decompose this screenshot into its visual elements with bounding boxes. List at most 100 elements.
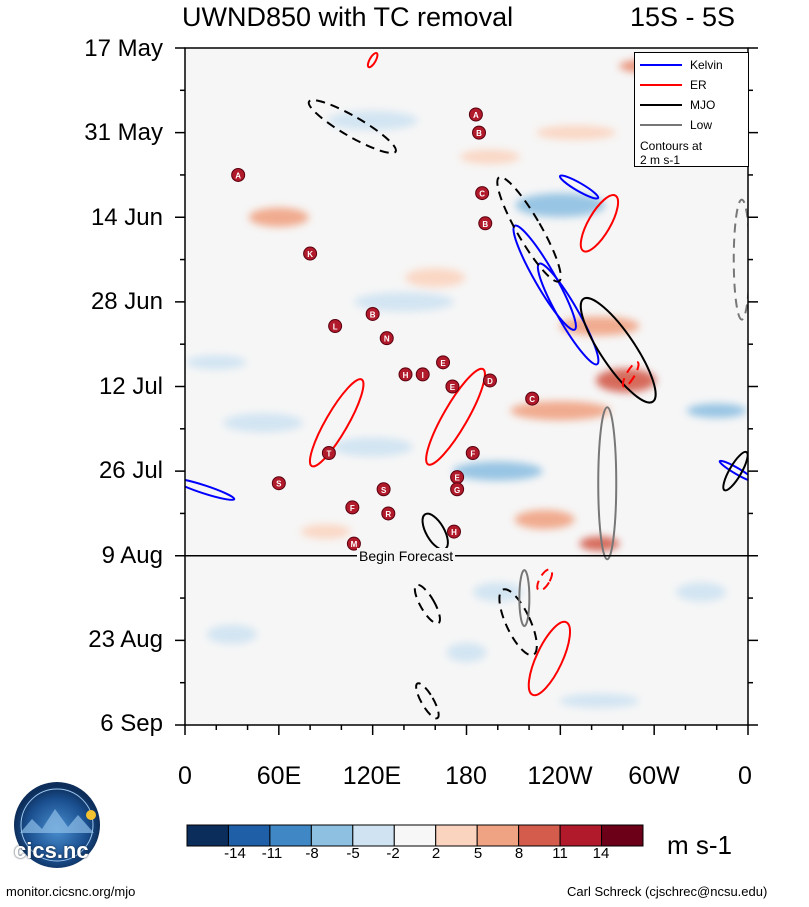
storm-marker: B <box>472 125 487 140</box>
storm-marker: S <box>376 482 391 497</box>
contour-line <box>722 450 748 492</box>
contour-line <box>496 176 562 283</box>
storm-letter: F <box>470 449 475 458</box>
contour-line <box>415 682 440 720</box>
anomaly-patch <box>459 149 520 165</box>
legend-label: ER <box>690 78 707 92</box>
storm-marker: E <box>445 379 460 394</box>
colorbar-label: 2 <box>431 845 441 862</box>
anomaly-patch <box>559 693 640 709</box>
legend-note-line: 2 m s-1 <box>640 153 681 167</box>
colorbar-label: 11 <box>552 845 568 862</box>
legend: Kelvin ER MJO Low Contours at 2 m s-1 <box>634 52 749 167</box>
anomaly-patch <box>223 413 304 433</box>
anomaly-patch <box>452 461 543 481</box>
contour-line <box>718 459 748 483</box>
storm-symbol <box>436 355 451 370</box>
storm-marker: L <box>328 319 343 334</box>
storm-letter: E <box>450 383 456 392</box>
author-credit: Carl Schreck (cjschrec@ncsu.edu) <box>567 884 768 899</box>
storm-marker: G <box>450 482 465 497</box>
contour-line <box>425 367 486 466</box>
storm-marker: M <box>346 536 361 551</box>
y-tick-label: 6 Sep <box>100 710 163 737</box>
logo-graphic <box>14 782 100 868</box>
legend-label: MJO <box>690 98 716 112</box>
anomaly-patch <box>353 292 454 312</box>
contour-line <box>579 194 620 253</box>
storm-letter: M <box>351 540 358 549</box>
anomaly-patch <box>510 401 611 421</box>
storm-marker: F <box>345 500 360 515</box>
legend-note: Contours at 2 m s-1 <box>640 139 702 167</box>
storm-marker: H <box>446 524 461 539</box>
anomaly-patch <box>514 509 575 530</box>
storm-marker: R <box>381 506 396 521</box>
colorbar-label: 14 <box>592 845 610 862</box>
storm-marker: B <box>478 216 493 231</box>
storm-letter: E <box>454 474 460 483</box>
y-tick-label: 14 Jun <box>90 204 163 231</box>
storm-marker: E <box>436 355 451 370</box>
contour-line <box>536 262 600 366</box>
storm-letter: H <box>403 371 409 380</box>
anomaly-patch <box>472 582 523 602</box>
colorbar-swatch <box>227 824 271 847</box>
y-tick-label: 23 Aug <box>88 626 163 653</box>
storm-marker: D <box>482 373 497 388</box>
storm-letter: B <box>370 310 376 319</box>
storm-letter: A <box>235 171 241 180</box>
colorbar-swatch <box>601 824 644 847</box>
chart-title: UWND850 with TC removal <box>182 2 514 32</box>
y-tick-label: 26 Jul <box>98 457 163 484</box>
storm-letter: I <box>422 371 424 380</box>
y-tick-label: 12 Jul <box>98 373 163 400</box>
storm-symbol <box>231 167 246 182</box>
legend-item-low: Low <box>640 118 712 132</box>
legend-label: Kelvin <box>690 58 723 72</box>
anomaly-patch <box>686 403 747 418</box>
anomaly-patch <box>206 624 257 644</box>
legend-swatch <box>640 84 682 86</box>
anomaly-patch <box>446 642 487 663</box>
storm-marker: E <box>450 470 465 485</box>
storm-letter: A <box>473 111 479 120</box>
anomaly-patch <box>515 193 606 218</box>
storm-letter: F <box>350 504 355 513</box>
storm-marker: H <box>398 367 413 382</box>
colorbar-label: -11 <box>261 845 283 862</box>
logo-text: cics.nc <box>14 838 89 863</box>
storm-letter: N <box>384 335 390 344</box>
storm-symbol <box>465 445 480 460</box>
anomaly-patch <box>300 524 351 539</box>
storm-symbol <box>445 379 460 394</box>
storm-symbol <box>525 391 540 406</box>
storm-letter: C <box>479 190 485 199</box>
storm-marker: N <box>379 331 394 346</box>
colorbar-label: -5 <box>346 845 360 862</box>
storm-symbol <box>346 536 361 551</box>
y-tick-label: 31 May <box>84 119 163 146</box>
colorbar-swatch <box>310 824 354 847</box>
y-tick-label: 28 Jun <box>90 288 163 315</box>
storm-symbol <box>472 125 487 140</box>
colorbar-label: -8 <box>305 845 319 862</box>
storm-marker: I <box>415 367 430 382</box>
storm-symbol <box>482 373 497 388</box>
begin-forecast-label: Begin Forecast <box>357 548 456 564</box>
storm-letter: H <box>451 528 457 537</box>
colorbar-label: -2 <box>386 845 400 862</box>
storm-letter: B <box>482 220 488 229</box>
contour-line <box>307 99 397 155</box>
storm-symbol <box>446 524 461 539</box>
contour-line <box>527 620 571 697</box>
legend-item-er: ER <box>640 78 707 92</box>
anomaly-patch <box>327 110 418 131</box>
legend-note-line: Contours at <box>640 139 703 153</box>
cicsnc-logo <box>10 775 105 875</box>
x-tick-label: 0 <box>738 762 752 790</box>
anomaly-patch <box>676 582 727 602</box>
contour-line <box>518 569 531 628</box>
storm-marker: A <box>231 167 246 182</box>
colorbar-swatch <box>518 824 561 847</box>
